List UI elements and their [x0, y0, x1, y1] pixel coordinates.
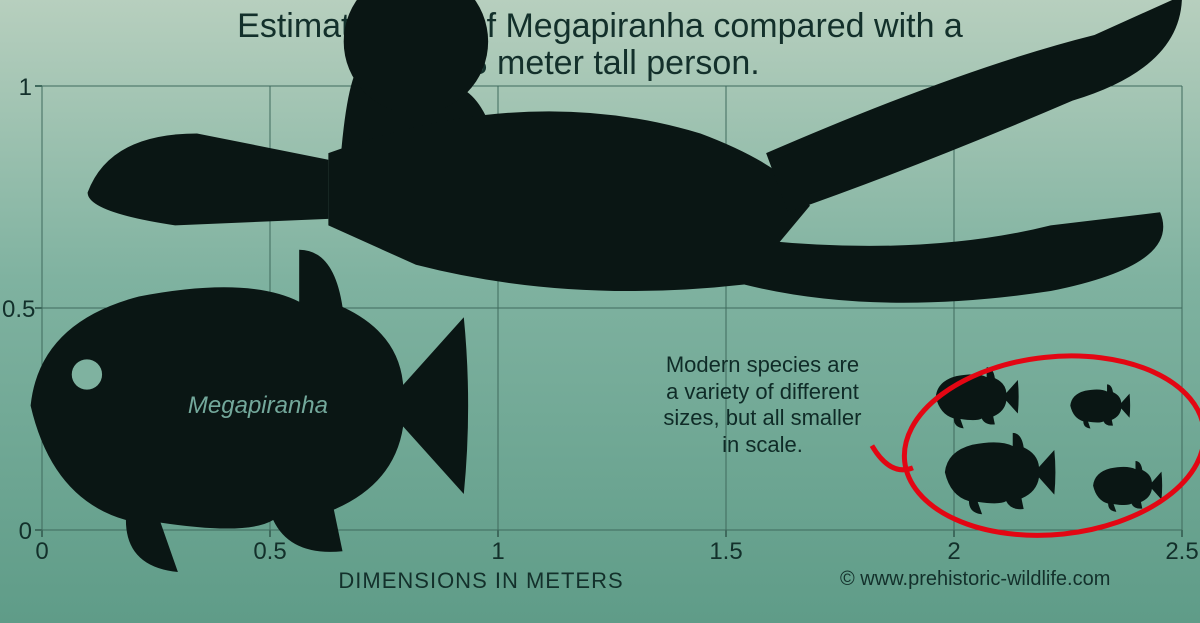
modern-species-note: Modern species are a variety of differen…: [626, 352, 900, 458]
x-axis-title: DIMENSIONS IN METERS: [338, 568, 623, 594]
x-tick-0: 0: [12, 538, 72, 566]
x-tick-1-5: 1.5: [696, 538, 756, 566]
plot-area: [0, 0, 1200, 623]
x-tick-1: 1: [468, 538, 528, 566]
x-tick-2-5: 2.5: [1152, 538, 1200, 566]
y-tick-0-5: 0.5: [2, 296, 32, 324]
credit-text: © www.prehistoric-wildlife.com: [840, 568, 1110, 591]
x-tick-2: 2: [924, 538, 984, 566]
note-line-3: sizes, but all smaller: [663, 405, 861, 430]
x-tick-0-5: 0.5: [240, 538, 300, 566]
modern-species-ellipse: [872, 342, 1200, 550]
y-tick-1: 1: [2, 74, 32, 102]
megapiranha-label: Megapiranha: [188, 392, 328, 420]
size-comparison-diagram: Estimated size of Megapiranha compared w…: [0, 0, 1200, 623]
note-line-4: in scale.: [722, 432, 803, 457]
note-line-2: a variety of different: [666, 379, 859, 404]
note-line-1: Modern species are: [666, 352, 859, 377]
